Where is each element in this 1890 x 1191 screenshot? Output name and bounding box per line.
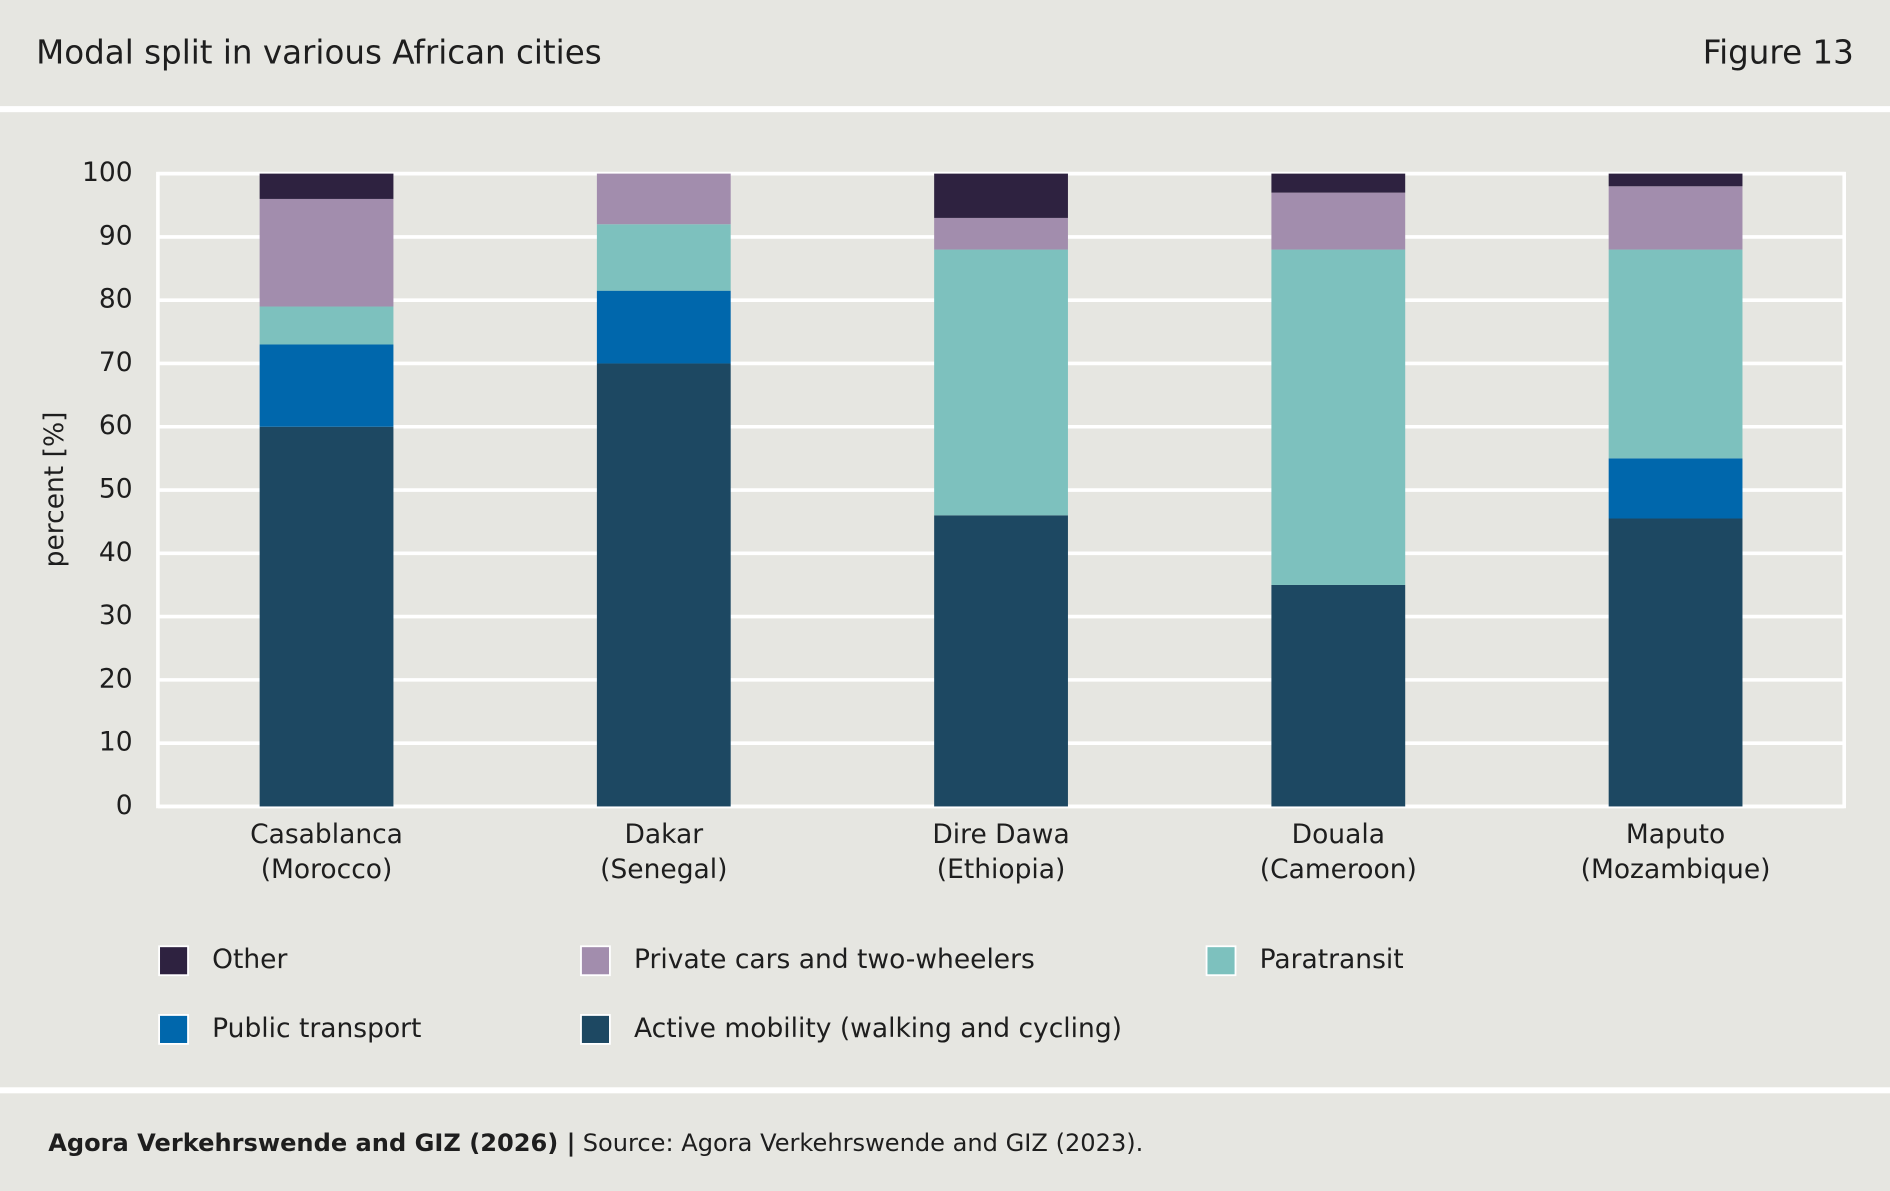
- bar-segment: [259, 173, 394, 199]
- y-tick-label: 0: [116, 790, 133, 821]
- figure-label: Figure 13: [1703, 33, 1854, 71]
- divider: [0, 106, 1890, 113]
- bar-segment: [1608, 173, 1743, 187]
- bar-segment: [259, 426, 394, 807]
- x-tick-label: Douala: [1292, 819, 1385, 850]
- x-tick-label: (Cameroon): [1260, 854, 1417, 885]
- legend-swatch: [158, 945, 189, 977]
- x-tick-label: (Morocco): [261, 854, 393, 885]
- y-tick-label: 90: [99, 220, 133, 251]
- x-tick-label: Dakar: [624, 819, 703, 850]
- y-tick-label: 10: [99, 727, 133, 758]
- bar-segment: [259, 306, 394, 345]
- bar-segment: [1271, 249, 1406, 585]
- legend-swatch: [1205, 945, 1237, 977]
- y-axis-label: percent [%]: [39, 412, 70, 568]
- legend-swatch: [580, 1014, 611, 1045]
- divider: [0, 1087, 1890, 1094]
- bar-segment: [1271, 584, 1406, 807]
- bar-segment: [934, 249, 1068, 516]
- bar-segment: [1608, 186, 1743, 250]
- y-tick-label: 30: [99, 600, 133, 631]
- x-tick-label: Dire Dawa: [932, 819, 1069, 850]
- bar-segment: [596, 290, 731, 364]
- bar-segment: [596, 173, 731, 225]
- legend-label: Paratransit: [1260, 944, 1404, 975]
- bar-segment: [1271, 192, 1406, 250]
- x-tick-label: Casablanca: [250, 819, 403, 850]
- bar-segment: [259, 344, 394, 427]
- bar-segment: [1608, 458, 1743, 519]
- bar-segment: [934, 217, 1068, 250]
- x-tick-label: (Senegal): [600, 854, 727, 885]
- bar-segment: [596, 224, 731, 291]
- x-tick-label: Maputo: [1626, 819, 1725, 850]
- legend-swatch: [158, 1014, 189, 1045]
- source: Source: Agora Verkehrswende and GIZ (202…: [583, 1129, 1144, 1157]
- bar-segment: [1608, 518, 1743, 807]
- legend-label: Other: [212, 944, 287, 975]
- bar-segment: [259, 198, 394, 307]
- y-tick-label: 40: [99, 537, 133, 568]
- y-tick-label: 20: [99, 663, 133, 694]
- bar-segment: [596, 363, 731, 807]
- y-tick-label: 100: [82, 157, 133, 188]
- x-tick-label: (Ethiopia): [937, 854, 1066, 885]
- chart-title: Modal split in various African cities: [36, 33, 602, 71]
- legend-label: Public transport: [212, 1013, 421, 1044]
- legend-label: Active mobility (walking and cycling): [634, 1013, 1122, 1044]
- legend-label: Private cars and two-wheelers: [634, 944, 1035, 975]
- legend-swatch: [580, 945, 611, 977]
- credit: Agora Verkehrswende and GIZ (2026) |: [48, 1129, 575, 1157]
- y-tick-label: 70: [99, 347, 133, 378]
- x-tick-label: (Mozambique): [1581, 854, 1771, 885]
- y-tick-label: 50: [99, 474, 133, 505]
- bar-segment: [1271, 173, 1406, 193]
- bar-segment: [934, 173, 1068, 218]
- bar-segment: [934, 515, 1068, 807]
- footer: Agora Verkehrswende and GIZ (2026) | Sour…: [48, 1129, 1143, 1157]
- y-tick-label: 80: [99, 284, 133, 315]
- bar-segment: [1608, 249, 1743, 459]
- y-tick-label: 60: [99, 410, 133, 441]
